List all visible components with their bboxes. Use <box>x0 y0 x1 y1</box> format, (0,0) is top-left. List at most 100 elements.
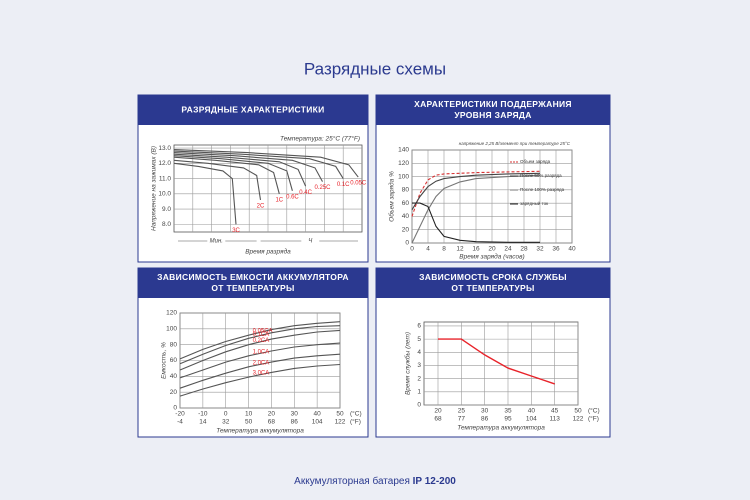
x-tick-label: 0 <box>410 246 414 253</box>
x-tick-label: 40 <box>314 411 322 418</box>
series-line <box>411 174 541 244</box>
annotation: Температура: 25°C (77°F) <box>280 135 360 143</box>
group-label-bg <box>301 237 320 245</box>
x-tick-label: 16 <box>472 246 480 253</box>
x-axis-label: Температура аккумулятора <box>457 425 545 432</box>
series-label: 1C <box>275 197 283 203</box>
y-tick-label: 120 <box>166 310 177 317</box>
panel-header <box>376 268 610 298</box>
series-label: 1.0CA <box>253 349 270 355</box>
series-line <box>179 325 341 365</box>
x2-tick-label: 50 <box>245 419 253 426</box>
x-tick-label: 20 <box>268 411 276 418</box>
series-line <box>179 363 341 397</box>
panel-title: ЗАВИСИМОСТЬ ЕМКОСТИ АККУМУЛЯТОРА <box>157 272 349 282</box>
x2-tick-label: 104 <box>312 419 323 426</box>
y-axis-label: Напряжение на зажимах (В) <box>151 146 158 231</box>
y-tick-label: 10.0 <box>158 191 171 198</box>
x-tick-label: 12 <box>456 246 464 253</box>
panel-header <box>376 95 610 125</box>
x-axis-label: Время разряда <box>245 248 291 256</box>
x-tick-label: 8 <box>442 246 446 253</box>
x-tick-label: 40 <box>568 246 576 253</box>
x-tick-label: 35 <box>504 408 512 415</box>
y-tick-label: 20 <box>170 389 178 396</box>
x-tick-label: 45 <box>551 408 559 415</box>
series-label: 2.0CA <box>253 360 270 366</box>
legend-label: После 100% разряда <box>520 187 565 192</box>
panel-header <box>138 268 368 298</box>
series-line <box>179 342 341 379</box>
series-line <box>179 321 341 360</box>
x2-tick-label: 14 <box>199 419 207 426</box>
series-label: 0.05C <box>350 181 367 187</box>
y-tick-label: 5 <box>417 336 421 343</box>
x2-tick-label: 86 <box>291 419 299 426</box>
y-tick-label: 13.0 <box>158 145 171 152</box>
y-tick-label: 4 <box>417 349 421 356</box>
group-label: Ч <box>308 239 313 245</box>
series-line <box>412 202 540 243</box>
panel-title: ОТ ТЕМПЕРАТУРЫ <box>211 283 294 293</box>
x-axis-label: Температура аккумулятора <box>216 428 304 435</box>
series-line <box>411 172 541 211</box>
x-tick-label: 25 <box>458 408 466 415</box>
x-tick-label: 30 <box>291 411 299 418</box>
x-tick-label: 30 <box>481 408 489 415</box>
y-tick-label: 12.0 <box>158 160 171 167</box>
y-tick-label: 11.0 <box>159 175 172 182</box>
y-axis-label: Объем заряда % <box>388 171 396 222</box>
series-line <box>173 153 307 187</box>
legend-label: Объем заряда <box>520 159 551 164</box>
x2-tick-label: 122 <box>335 419 346 426</box>
legend-label: После 50% разряда <box>520 173 562 178</box>
footer-model: IP 12-200 <box>413 476 457 487</box>
y-tick-label: 120 <box>398 160 409 167</box>
x-unit: (°C) <box>350 410 362 418</box>
y-tick-label: 40 <box>402 213 410 220</box>
group-label: Мин. <box>210 239 223 245</box>
series-line <box>173 150 344 179</box>
x2-tick-label: 86 <box>481 416 489 423</box>
series-label: 0.1C <box>337 182 350 188</box>
panel-title: ОТ ТЕМПЕРАТУРЫ <box>451 283 534 293</box>
x2-unit: (°F) <box>588 415 599 423</box>
y-tick-label: 3 <box>417 362 421 369</box>
y-tick-label: 100 <box>398 173 409 180</box>
x2-tick-label: 68 <box>434 416 442 423</box>
series-label: 2C <box>257 204 265 210</box>
series-line <box>173 162 237 225</box>
series-line <box>173 152 323 182</box>
y-tick-label: 60 <box>402 200 410 207</box>
x2-tick-label: 122 <box>573 416 584 423</box>
panel-title: РАЗРЯДНЫЕ ХАРАКТЕРИСТИКИ <box>181 104 324 114</box>
series-line <box>173 155 293 191</box>
y-tick-label: 9.0 <box>162 206 171 213</box>
y-tick-label: 0 <box>417 402 421 409</box>
x2-tick-label: 104 <box>526 416 537 423</box>
group-label-bg <box>207 237 226 245</box>
y-tick-label: 80 <box>402 187 410 194</box>
series-label: 3C <box>232 228 240 234</box>
annotation: напряжение 2,25 В/элемент при температур… <box>459 141 571 146</box>
x-tick-label: 24 <box>504 246 512 253</box>
y-tick-label: 100 <box>166 326 177 333</box>
y-tick-label: 2 <box>417 375 421 382</box>
x2-tick-label: 95 <box>504 416 512 423</box>
panel-title: УРОВНЯ ЗАРЯДА <box>454 110 531 120</box>
x-tick-label: 50 <box>336 411 344 418</box>
series-label: 3.0CA <box>253 371 270 377</box>
x2-tick-label: 77 <box>458 416 466 423</box>
x2-tick-label: -4 <box>177 419 183 426</box>
x-tick-label: 10 <box>245 411 253 418</box>
series-label: 0.1CA <box>253 332 270 338</box>
series-line <box>173 159 262 200</box>
x-tick-label: 20 <box>434 408 442 415</box>
series-label: 0.25C <box>315 185 332 191</box>
legend-label: зарядный ток <box>520 200 548 206</box>
series-label: 0.6C <box>286 194 299 200</box>
x-axis-label: Время заряда (часов) <box>459 253 524 261</box>
y-tick-label: 1 <box>417 389 421 396</box>
x2-unit: (°F) <box>350 418 361 426</box>
x-tick-label: 28 <box>520 246 528 253</box>
